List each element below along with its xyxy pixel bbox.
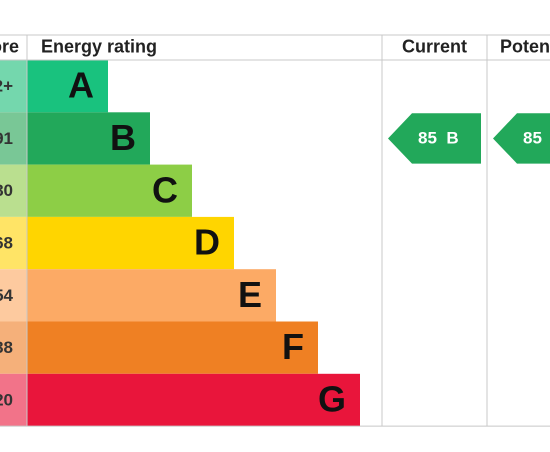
score-cell bbox=[0, 373, 27, 427]
current-band: B bbox=[446, 129, 458, 148]
band-letter: F bbox=[282, 326, 304, 367]
current-arrow bbox=[388, 113, 481, 164]
rating-bar bbox=[27, 321, 318, 374]
band-letter: E bbox=[238, 274, 262, 315]
score-cell bbox=[0, 269, 27, 322]
score-label: 21-38 bbox=[0, 338, 13, 357]
score-label: 55-68 bbox=[0, 234, 13, 253]
header-current: Current bbox=[402, 36, 467, 56]
rating-bar bbox=[27, 60, 108, 113]
score-cell bbox=[0, 321, 27, 374]
rating-bar bbox=[27, 216, 234, 270]
score-cell bbox=[0, 164, 27, 217]
current-label: 85 B bbox=[418, 129, 459, 148]
rating-bar bbox=[27, 269, 276, 322]
header-potential: Potential bbox=[500, 36, 550, 56]
band-letter: G bbox=[318, 378, 346, 419]
potential-label: 85 B bbox=[523, 129, 550, 148]
score-label: 39-54 bbox=[0, 286, 14, 305]
potential-value: 85 bbox=[523, 129, 542, 148]
band-letter: A bbox=[68, 65, 94, 106]
score-cell bbox=[0, 112, 27, 165]
score-label: 69-80 bbox=[0, 181, 13, 200]
score-label: 92+ bbox=[0, 77, 13, 96]
score-label: 81-91 bbox=[0, 129, 13, 148]
band-letter: D bbox=[194, 222, 220, 263]
rating-bar bbox=[27, 164, 192, 217]
potential-arrow bbox=[493, 113, 550, 164]
current-value: 85 bbox=[418, 129, 437, 148]
rating-bar bbox=[27, 373, 360, 427]
rating-bar bbox=[27, 112, 150, 165]
header-rating: Energy rating bbox=[41, 36, 157, 56]
band-letter: B bbox=[110, 117, 136, 158]
score-cell bbox=[0, 60, 27, 113]
score-cell bbox=[0, 216, 27, 270]
score-label: 1-20 bbox=[0, 390, 13, 409]
band-letter: C bbox=[152, 169, 178, 210]
header-score: Score bbox=[0, 36, 19, 56]
